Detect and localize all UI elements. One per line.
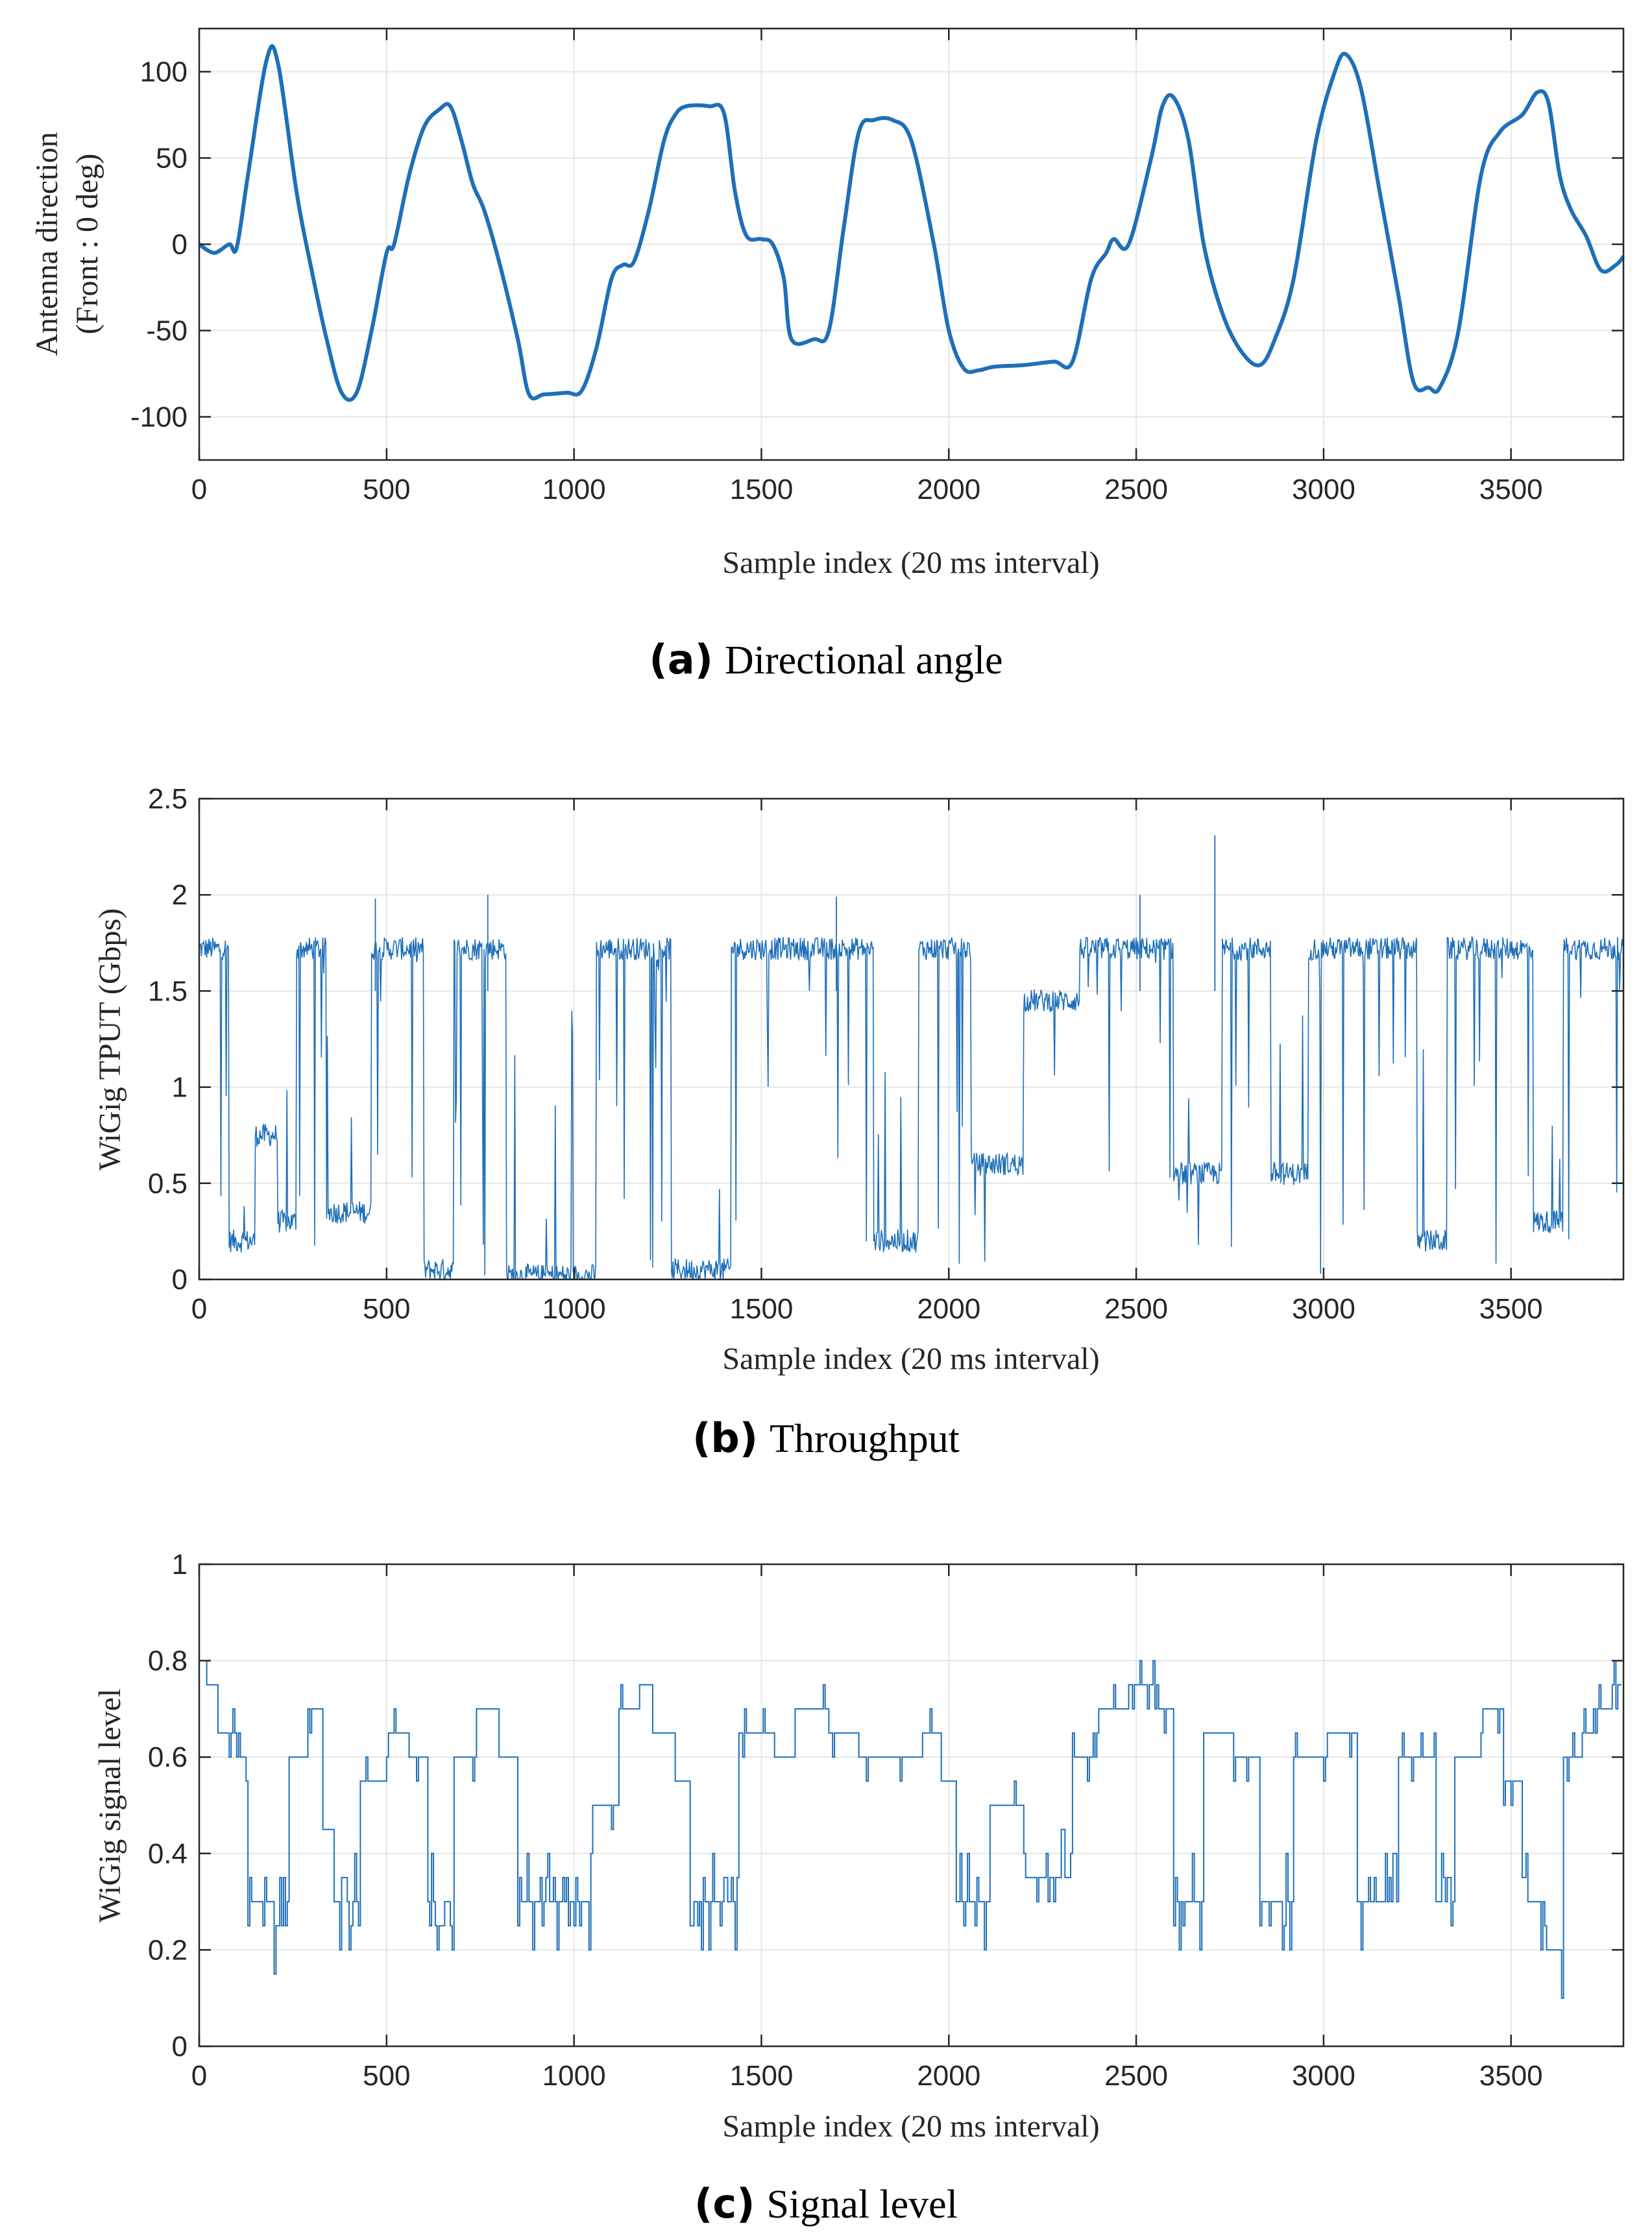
y-tick-label: 0.8 xyxy=(148,1645,188,1677)
x-tick-label: 1000 xyxy=(542,474,606,505)
series-a xyxy=(198,44,1625,402)
x-tick-label: 2500 xyxy=(1104,2060,1168,2092)
x-tick-label: 1500 xyxy=(730,474,794,505)
x-axis-label-a: Sample index (20 ms interval) xyxy=(722,546,1099,580)
y-tick-label: 0 xyxy=(172,229,188,261)
x-tick-label: 2000 xyxy=(917,2060,980,2092)
y-tick-label: 100 xyxy=(140,56,188,88)
y-axis-label-c: WiGig signal level xyxy=(93,1689,127,1923)
x-tick-label: 1500 xyxy=(730,2060,794,2092)
y-tick-label: 1 xyxy=(172,1072,188,1104)
ticks-b: 0 500 1000 1500 2000 2500 3000 3500 0 0.5 1 1.5 2 2.5 xyxy=(148,783,1623,1325)
series-c xyxy=(199,1660,1622,1999)
y-axis-label-b: WiGig TPUT (Gbps) xyxy=(93,908,127,1170)
x-axis-label-c: Sample index (20 ms interval) xyxy=(722,2109,1099,2144)
caption-a-text: Directional angle xyxy=(725,638,1003,683)
x-tick-label: 2500 xyxy=(1104,474,1168,505)
y-axis-label-a: Antenna direction xyxy=(30,132,64,356)
x-tick-label: 3500 xyxy=(1479,474,1543,505)
y-tick-label: 1.5 xyxy=(148,975,188,1007)
x-tick-label: 500 xyxy=(363,1293,410,1325)
x-tick-label: 0 xyxy=(191,474,207,505)
caption-b-text: Throughput xyxy=(770,1417,960,1461)
x-tick-label: 2000 xyxy=(917,1293,980,1325)
x-axis-label-b: Sample index (20 ms interval) xyxy=(722,1342,1099,1376)
y-tick-label: 0.4 xyxy=(148,1838,188,1870)
y-tick-label: 2 xyxy=(172,879,188,911)
x-tick-label: 3000 xyxy=(1292,474,1355,505)
y-tick-label: 0.6 xyxy=(148,1741,188,1773)
axes-frame-c xyxy=(198,1563,1625,2048)
x-tick-label: 0 xyxy=(191,1293,207,1325)
caption-b: (b) Throughput xyxy=(692,1414,960,1462)
grid-a xyxy=(199,29,1623,460)
caption-c: (c) Signal level xyxy=(694,2180,958,2227)
x-tick-label: 1000 xyxy=(542,2060,606,2092)
x-tick-label: 3000 xyxy=(1292,1293,1355,1325)
ticks-a: 0 500 1000 1500 2000 2500 3000 3500 -100 -50 0 50 10… xyxy=(130,29,1623,505)
y-tick-label: 0.5 xyxy=(148,1168,188,1200)
y-tick-label: 0.2 xyxy=(148,1934,188,1966)
y-tick-label: -50 xyxy=(146,315,188,347)
y-tick-label: 2.5 xyxy=(148,783,188,815)
series-b xyxy=(199,835,1623,1281)
x-tick-label: 500 xyxy=(363,2060,410,2092)
caption-b-letter: (b) xyxy=(692,1414,758,1462)
x-tick-label: 1000 xyxy=(542,1293,606,1325)
y-tick-label: -100 xyxy=(130,402,188,433)
grid-c xyxy=(199,1564,1623,2047)
x-tick-label: 2500 xyxy=(1104,1293,1168,1325)
x-tick-label: 3000 xyxy=(1292,2060,1355,2092)
y-tick-label: 1 xyxy=(172,1549,188,1580)
y-axis-label-a-line2: (Front : 0 deg) xyxy=(70,154,104,335)
x-tick-label: 500 xyxy=(363,474,410,505)
caption-a: (a) Directional angle xyxy=(649,636,1002,683)
x-tick-label: 3500 xyxy=(1479,2060,1543,2092)
axes-frame-b xyxy=(198,797,1625,1281)
caption-a-letter: (a) xyxy=(649,636,713,683)
x-tick-label: 1500 xyxy=(730,1293,794,1325)
x-tick-label: 2000 xyxy=(917,474,980,505)
caption-c-text: Signal level xyxy=(766,2183,957,2227)
panel-signal-level: 0 500 1000 1500 2000 2500 3000 3500 0 0.2 0.4 0.6 0.… xyxy=(93,1549,1625,2227)
series-line xyxy=(199,1660,1622,1999)
y-tick-label: 0 xyxy=(172,1264,188,1296)
series-line xyxy=(198,44,1625,402)
x-tick-label: 3500 xyxy=(1479,1293,1543,1325)
caption-c-letter: (c) xyxy=(694,2180,755,2227)
y-tick-label: 50 xyxy=(156,143,188,175)
series-line xyxy=(199,935,1623,1281)
x-tick-label: 0 xyxy=(191,2060,207,2092)
panel-directional-angle: 0 500 1000 1500 2000 2500 3000 3500 -100 -50 0 50 10… xyxy=(30,27,1625,683)
panel-throughput: 0 500 1000 1500 2000 2500 3000 3500 0 0.5 1 1.5 2 2.5… xyxy=(93,783,1625,1462)
y-tick-label: 0 xyxy=(172,2031,188,2063)
ticks-c: 0 500 1000 1500 2000 2500 3000 3500 0 0.2 0.4 0.6 0.… xyxy=(148,1549,1623,2092)
